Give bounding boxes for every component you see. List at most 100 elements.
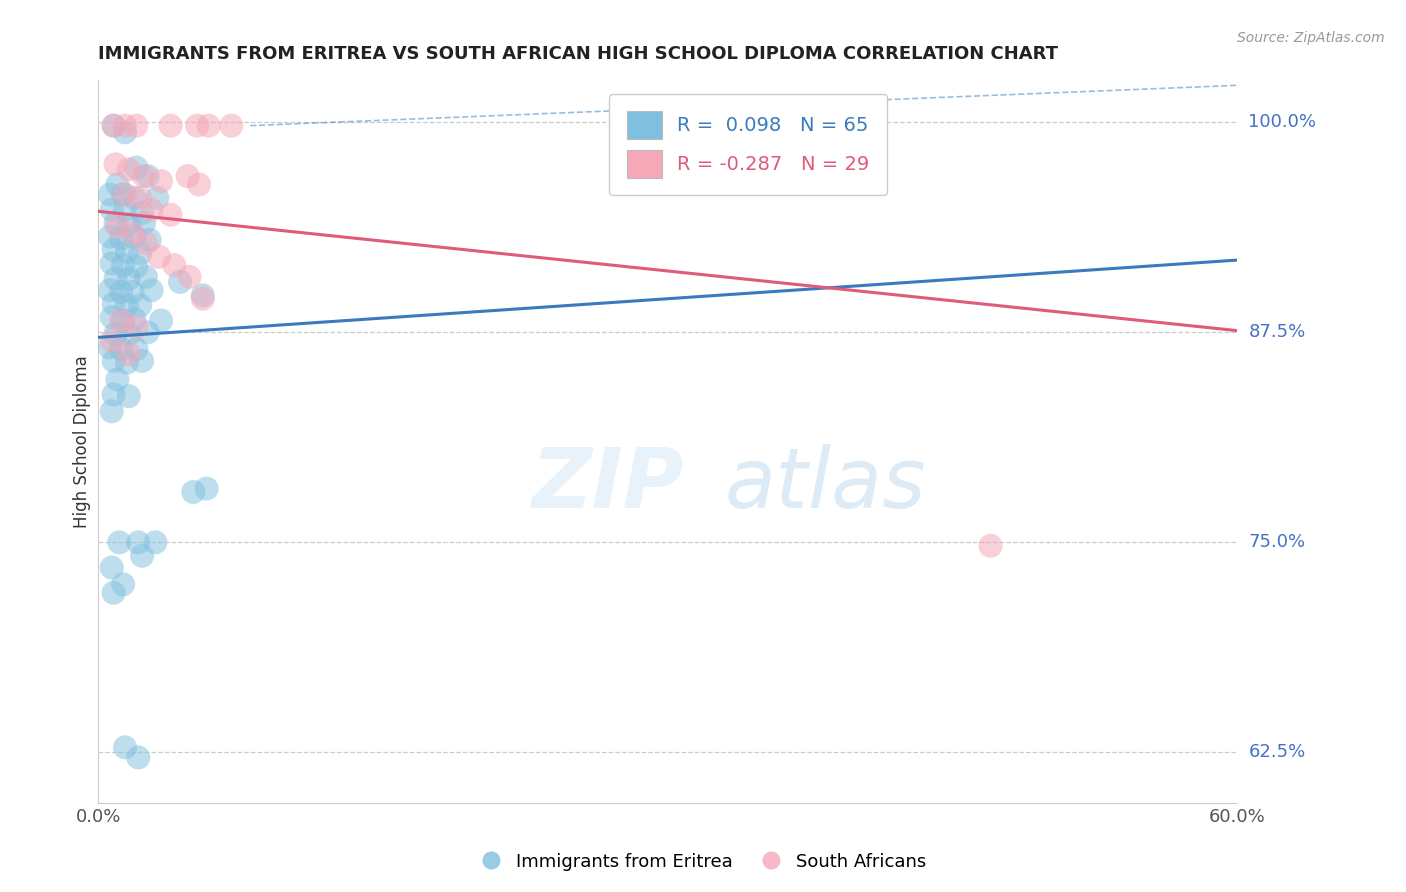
Point [103, 387, 125, 401]
Point [98, 187, 121, 202]
Point [145, 535, 167, 549]
Point [118, 326, 141, 341]
Point [103, 243, 125, 257]
Point [104, 271, 127, 285]
Point [107, 219, 129, 234]
Point [115, 355, 138, 369]
Point [118, 347, 141, 361]
Point [146, 191, 169, 205]
Point [103, 297, 125, 311]
Point [125, 119, 148, 133]
Point [159, 208, 181, 222]
Text: 62.5%: 62.5% [1249, 743, 1306, 762]
Point [183, 485, 205, 500]
Text: 87.5%: 87.5% [1249, 323, 1306, 342]
Point [141, 283, 163, 297]
Point [150, 313, 173, 327]
Point [100, 202, 122, 217]
Point [98, 229, 121, 244]
Point [132, 216, 155, 230]
Point [103, 119, 125, 133]
Point [110, 285, 132, 299]
Point [98, 283, 121, 297]
Point [114, 125, 136, 139]
Point [150, 174, 173, 188]
Point [118, 271, 141, 285]
Legend: R =  0.098   N = 65, R = -0.287   N = 29: R = 0.098 N = 65, R = -0.287 N = 29 [609, 94, 887, 195]
Point [100, 256, 122, 270]
Point [135, 236, 157, 251]
Point [191, 288, 214, 302]
Point [121, 226, 143, 240]
Point [141, 202, 163, 217]
Point [114, 119, 136, 133]
Point [110, 313, 132, 327]
Y-axis label: High School Diploma: High School Diploma [73, 355, 91, 528]
Text: 75.0%: 75.0% [1249, 533, 1306, 551]
Point [127, 535, 149, 549]
Point [191, 292, 214, 306]
Text: atlas: atlas [725, 444, 927, 525]
Point [176, 169, 198, 183]
Point [129, 298, 152, 312]
Point [114, 187, 136, 202]
Point [118, 162, 141, 177]
Point [136, 326, 159, 340]
Point [108, 535, 131, 549]
Point [118, 218, 141, 232]
Point [197, 119, 219, 133]
Point [125, 320, 148, 334]
Point [136, 169, 159, 183]
Point [135, 269, 157, 284]
Text: IMMIGRANTS FROM ERITREA VS SOUTH AFRICAN HIGH SCHOOL DIPLOMA CORRELATION CHART: IMMIGRANTS FROM ERITREA VS SOUTH AFRICAN… [98, 45, 1059, 63]
Point [100, 560, 122, 574]
Point [129, 191, 152, 205]
Point [124, 191, 146, 205]
Point [118, 389, 141, 403]
Point [100, 334, 122, 348]
Point [103, 354, 125, 368]
Legend: Immigrants from Eritrea, South Africans: Immigrants from Eritrea, South Africans [472, 845, 934, 879]
Point [98, 341, 121, 355]
Point [107, 178, 129, 192]
Point [114, 740, 136, 755]
Point [159, 119, 181, 133]
Point [103, 119, 125, 133]
Point [121, 285, 143, 299]
Point [125, 161, 148, 175]
Point [124, 229, 146, 244]
Point [138, 233, 160, 247]
Point [103, 586, 125, 600]
Text: 100.0%: 100.0% [1249, 113, 1316, 131]
Point [104, 326, 127, 341]
Point [104, 216, 127, 230]
Point [127, 750, 149, 764]
Point [104, 157, 127, 171]
Point [124, 311, 146, 326]
Point [112, 258, 135, 272]
Point [112, 577, 135, 591]
Point [129, 246, 152, 260]
Point [131, 206, 153, 220]
Point [100, 404, 122, 418]
Point [125, 260, 148, 274]
Point [131, 354, 153, 368]
Point [114, 202, 136, 217]
Point [112, 313, 135, 327]
Point [112, 187, 135, 202]
Point [195, 482, 218, 496]
Point [979, 539, 1001, 553]
Point [110, 342, 132, 356]
Point [131, 549, 153, 563]
Point [110, 231, 132, 245]
Point [163, 258, 186, 272]
Point [169, 275, 191, 289]
Point [115, 244, 138, 259]
Point [221, 119, 243, 133]
Point [186, 119, 208, 133]
Text: ZIP: ZIP [531, 444, 683, 525]
Point [148, 250, 170, 264]
Text: Source: ZipAtlas.com: Source: ZipAtlas.com [1237, 31, 1385, 45]
Point [188, 178, 211, 192]
Point [115, 298, 138, 312]
